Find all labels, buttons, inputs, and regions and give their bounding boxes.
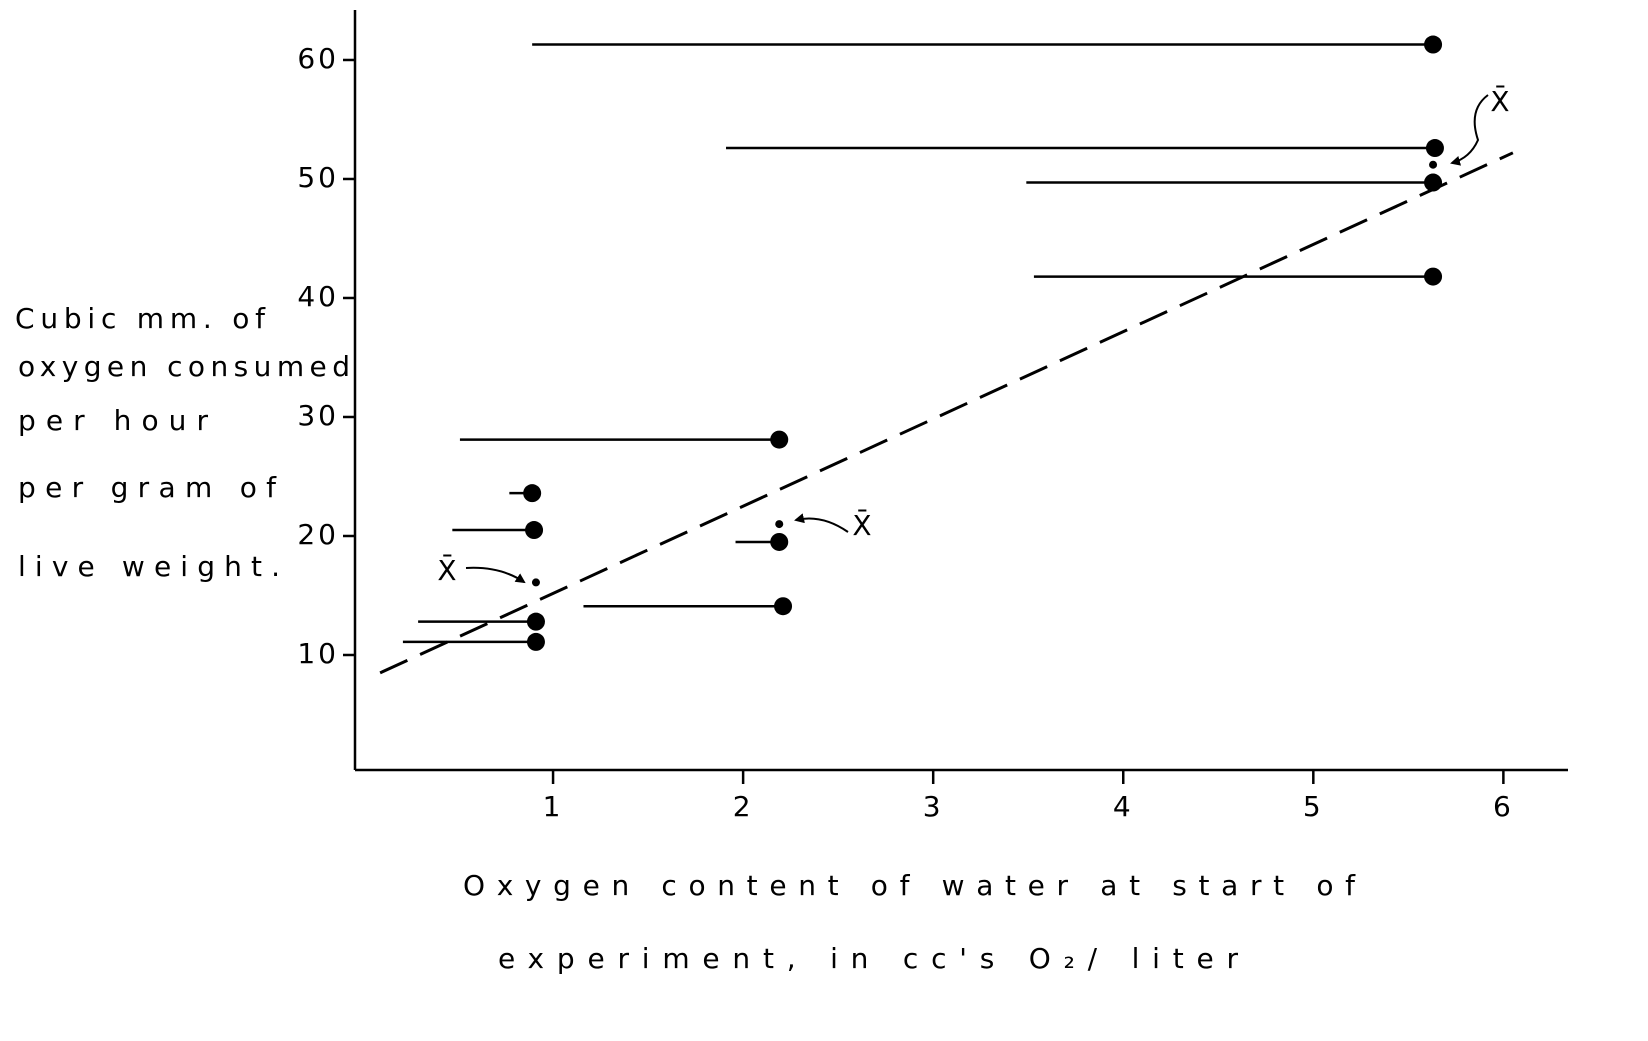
x-tick-label: 1: [543, 790, 564, 823]
point: [770, 532, 789, 551]
x-tick-label: 5: [1303, 790, 1324, 823]
x-tick-label: 2: [733, 790, 754, 823]
y-axis-label: per hour: [18, 404, 208, 437]
point: [1425, 139, 1444, 158]
point: [1424, 267, 1443, 286]
x-tick-label: 3: [923, 790, 944, 823]
y-axis-label: per gram of: [18, 471, 277, 504]
y-tick-label: 50: [297, 161, 339, 194]
mean-point: [1429, 160, 1438, 169]
arrow: [794, 513, 849, 533]
mean-label: X̄: [437, 553, 456, 587]
point: [770, 430, 789, 449]
x-tick-label: 4: [1113, 790, 1134, 823]
y-axis-label: oxygen consumed: [18, 350, 350, 383]
y-tick-label: 10: [297, 637, 339, 670]
y-tick-label: 30: [297, 399, 339, 432]
mean-point: [775, 520, 784, 529]
point: [525, 521, 544, 540]
point: [526, 612, 545, 631]
arrow: [1450, 94, 1489, 166]
mean-point: [531, 578, 540, 587]
point: [523, 484, 542, 503]
y-axis-label: live weight.: [18, 550, 280, 583]
point: [774, 597, 793, 616]
arrow: [465, 566, 526, 584]
x-axis-label: experiment, in cc's O₂/ liter: [498, 942, 1238, 975]
y-tick-label: 20: [297, 518, 339, 551]
trend-line: [379, 151, 1514, 675]
point: [1424, 35, 1443, 54]
x-tick-label: 6: [1493, 790, 1514, 823]
y-tick-label: 60: [297, 42, 339, 75]
mean-label: X̄: [852, 508, 871, 542]
y-axis-label: Cubic mm. of: [15, 302, 266, 335]
point: [1424, 173, 1443, 192]
mean-label: X̄: [1490, 84, 1509, 118]
x-axis-label: Oxygen content of water at start of: [463, 869, 1356, 902]
y-tick-label: 40: [297, 280, 339, 313]
point: [526, 632, 545, 651]
